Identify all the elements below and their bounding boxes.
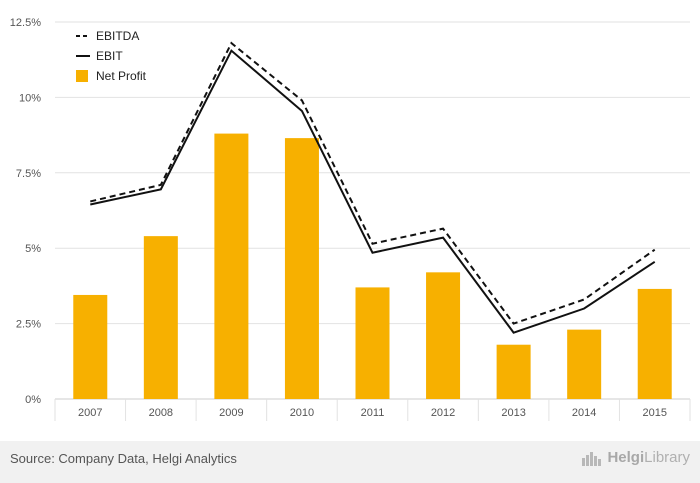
x-tick-label: 2012: [431, 407, 455, 419]
x-tick-label: 2013: [501, 407, 525, 419]
y-tick-label: 2.5%: [16, 319, 41, 331]
y-tick-label: 5%: [25, 243, 41, 255]
x-tick-label: 2009: [219, 407, 243, 419]
y-tick-label: 7.5%: [16, 168, 41, 180]
legend-label: Net Profit: [96, 69, 147, 83]
bar-net-profit: [143, 236, 178, 399]
bar-net-profit: [496, 344, 531, 399]
x-tick-label: 2007: [78, 407, 102, 419]
source-text: Source: Company Data, Helgi Analytics: [10, 451, 237, 466]
bar-net-profit: [355, 287, 390, 399]
line-ebit: [90, 49, 656, 334]
footer: Source: Company Data, Helgi Analytics He…: [0, 441, 700, 483]
helgi-library-logo: HelgiLibrary: [581, 449, 690, 466]
brand-rest: Library: [644, 449, 690, 466]
bar-net-profit: [567, 329, 602, 399]
chart: 0% 2.5% 5% 7.5% 10% 12.5% 2007 2008 2009 2010 2011…: [10, 17, 691, 421]
legend-label: EBITDA: [96, 29, 139, 43]
bar-net-profit: [637, 288, 672, 399]
x-tick-label: 2010: [290, 407, 314, 419]
legend-label: EBIT: [96, 49, 123, 63]
x-tick-label: 2011: [361, 407, 385, 419]
helgi-library-icon: [582, 451, 602, 466]
x-tick-label: 2008: [149, 407, 173, 419]
line-ebitda: [90, 41, 656, 325]
bar-net-profit: [426, 272, 461, 399]
legend-swatch-net-profit: [76, 70, 88, 82]
bar-net-profit: [214, 133, 249, 400]
y-tick-label: 0%: [25, 394, 41, 406]
x-tick-label: 2014: [572, 407, 596, 419]
y-tick-label: 12.5%: [10, 17, 41, 29]
y-tick-label: 10%: [19, 92, 41, 104]
brand-bold: Helgi: [607, 449, 645, 466]
bar-net-profit: [284, 138, 319, 399]
legend: EBITDA EBIT Net Profit: [76, 29, 147, 83]
x-tick-label: 2015: [642, 407, 666, 419]
bar-net-profit: [73, 294, 108, 399]
